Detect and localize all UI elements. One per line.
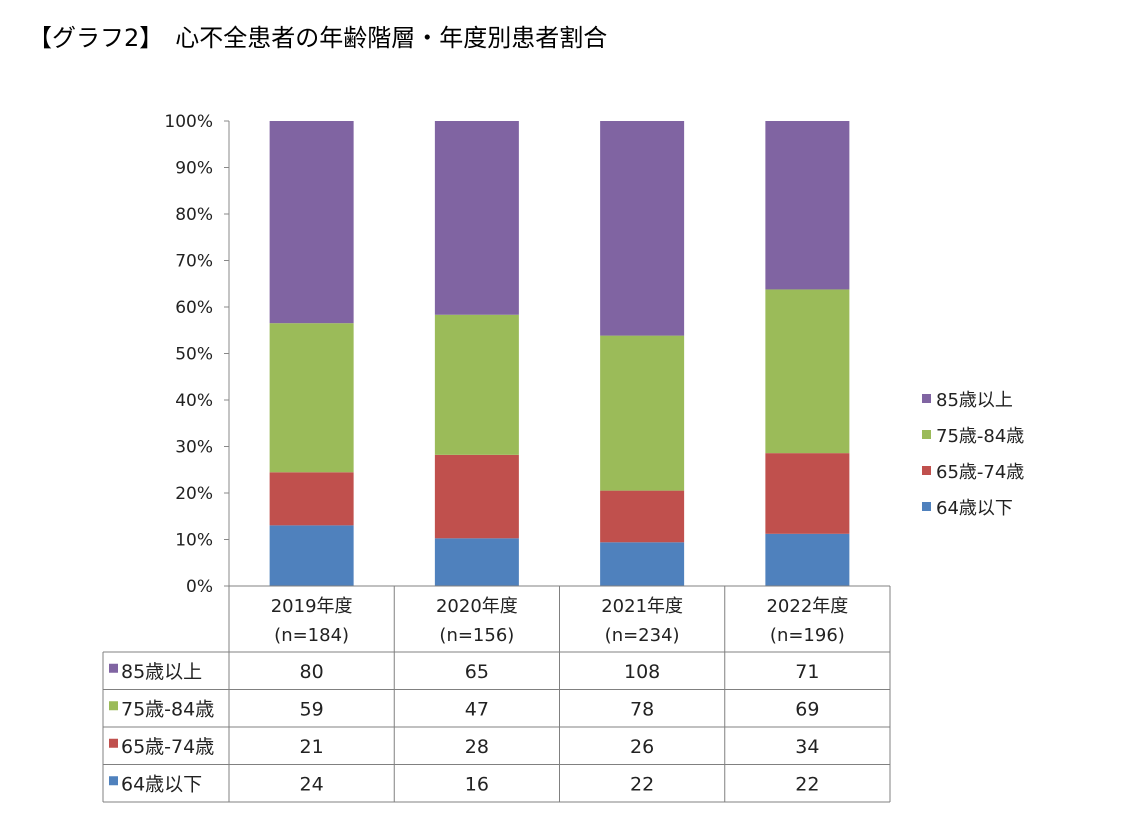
y-tick-label: 30% (175, 438, 213, 458)
table-cell-value: 34 (795, 736, 819, 758)
bar-segment (765, 453, 850, 534)
table-row-label: 85歳以上 (121, 661, 202, 683)
y-tick-label: 0% (186, 577, 213, 597)
table-legend-key (109, 776, 118, 786)
category-label: 2019年度 (271, 596, 353, 617)
category-sublabel: (n=196) (770, 625, 845, 646)
table-cell-value: 69 (795, 698, 819, 720)
bar-segment (434, 454, 519, 539)
legend-label: 64歳以下 (936, 498, 1013, 519)
table-cell-value: 71 (795, 661, 819, 683)
table-cell-value: 59 (300, 698, 324, 720)
table-legend-key (109, 738, 118, 748)
category-sublabel: (n=156) (439, 625, 514, 646)
category-label: 2021年度 (601, 596, 683, 617)
bar-segment (434, 314, 519, 455)
table-cell-value: 22 (630, 773, 654, 795)
table-legend-key (109, 663, 118, 673)
legend-swatch (922, 466, 931, 475)
bar-segment (765, 289, 850, 454)
table-row-label: 75歳-84歳 (121, 698, 214, 720)
y-tick-label: 50% (175, 345, 213, 365)
bar-segment (434, 538, 519, 586)
y-tick-label: 60% (175, 298, 213, 318)
category-label: 2022年度 (766, 596, 848, 617)
legend-label: 85歳以上 (936, 390, 1013, 411)
legend-label: 65歳-74歳 (936, 462, 1024, 483)
table-cell-value: 78 (630, 698, 654, 720)
bar-segment (269, 121, 354, 324)
y-tick-label: 40% (175, 391, 213, 411)
legend-swatch (922, 430, 931, 439)
chart-title: 【グラフ2】 心不全患者の年齢階層・年度別患者割合 (28, 24, 608, 52)
table-legend-key (109, 701, 118, 711)
bar-segment (434, 121, 519, 315)
bar-segment (765, 121, 850, 290)
table-cell-value: 21 (300, 736, 324, 758)
legend-swatch (922, 502, 931, 511)
table-cell-value: 16 (465, 773, 489, 795)
category-sublabel: (n=234) (605, 625, 680, 646)
bar-segment (269, 525, 354, 586)
bar-segment (765, 533, 850, 586)
bar-segment (600, 121, 685, 336)
bar-segment (600, 335, 685, 491)
y-tick-label: 80% (175, 205, 213, 225)
table-cell-value: 47 (465, 698, 489, 720)
bar-segment (600, 490, 685, 543)
table-cell-value: 22 (795, 773, 819, 795)
bar-segment (269, 323, 354, 473)
y-tick-label: 70% (175, 252, 213, 272)
table-cell-value: 28 (465, 736, 489, 758)
bar-segment (600, 542, 685, 586)
category-label: 2020年度 (436, 596, 518, 617)
category-sublabel: (n=184) (274, 625, 349, 646)
legend-swatch (922, 394, 931, 403)
table-cell-value: 26 (630, 736, 654, 758)
y-tick-label: 90% (175, 159, 213, 179)
table-row-label: 65歳-74歳 (121, 736, 214, 758)
legend-label: 75歳-84歳 (936, 426, 1024, 447)
y-tick-label: 20% (175, 484, 213, 504)
y-tick-label: 10% (175, 531, 213, 551)
bar-segment (269, 472, 354, 526)
table-cell-value: 24 (300, 773, 324, 795)
y-tick-label: 100% (164, 112, 213, 132)
table-row-label: 64歳以下 (121, 773, 202, 795)
table-cell-value: 65 (465, 661, 489, 683)
table-cell-value: 80 (300, 661, 324, 683)
table-cell-value: 108 (624, 661, 660, 683)
